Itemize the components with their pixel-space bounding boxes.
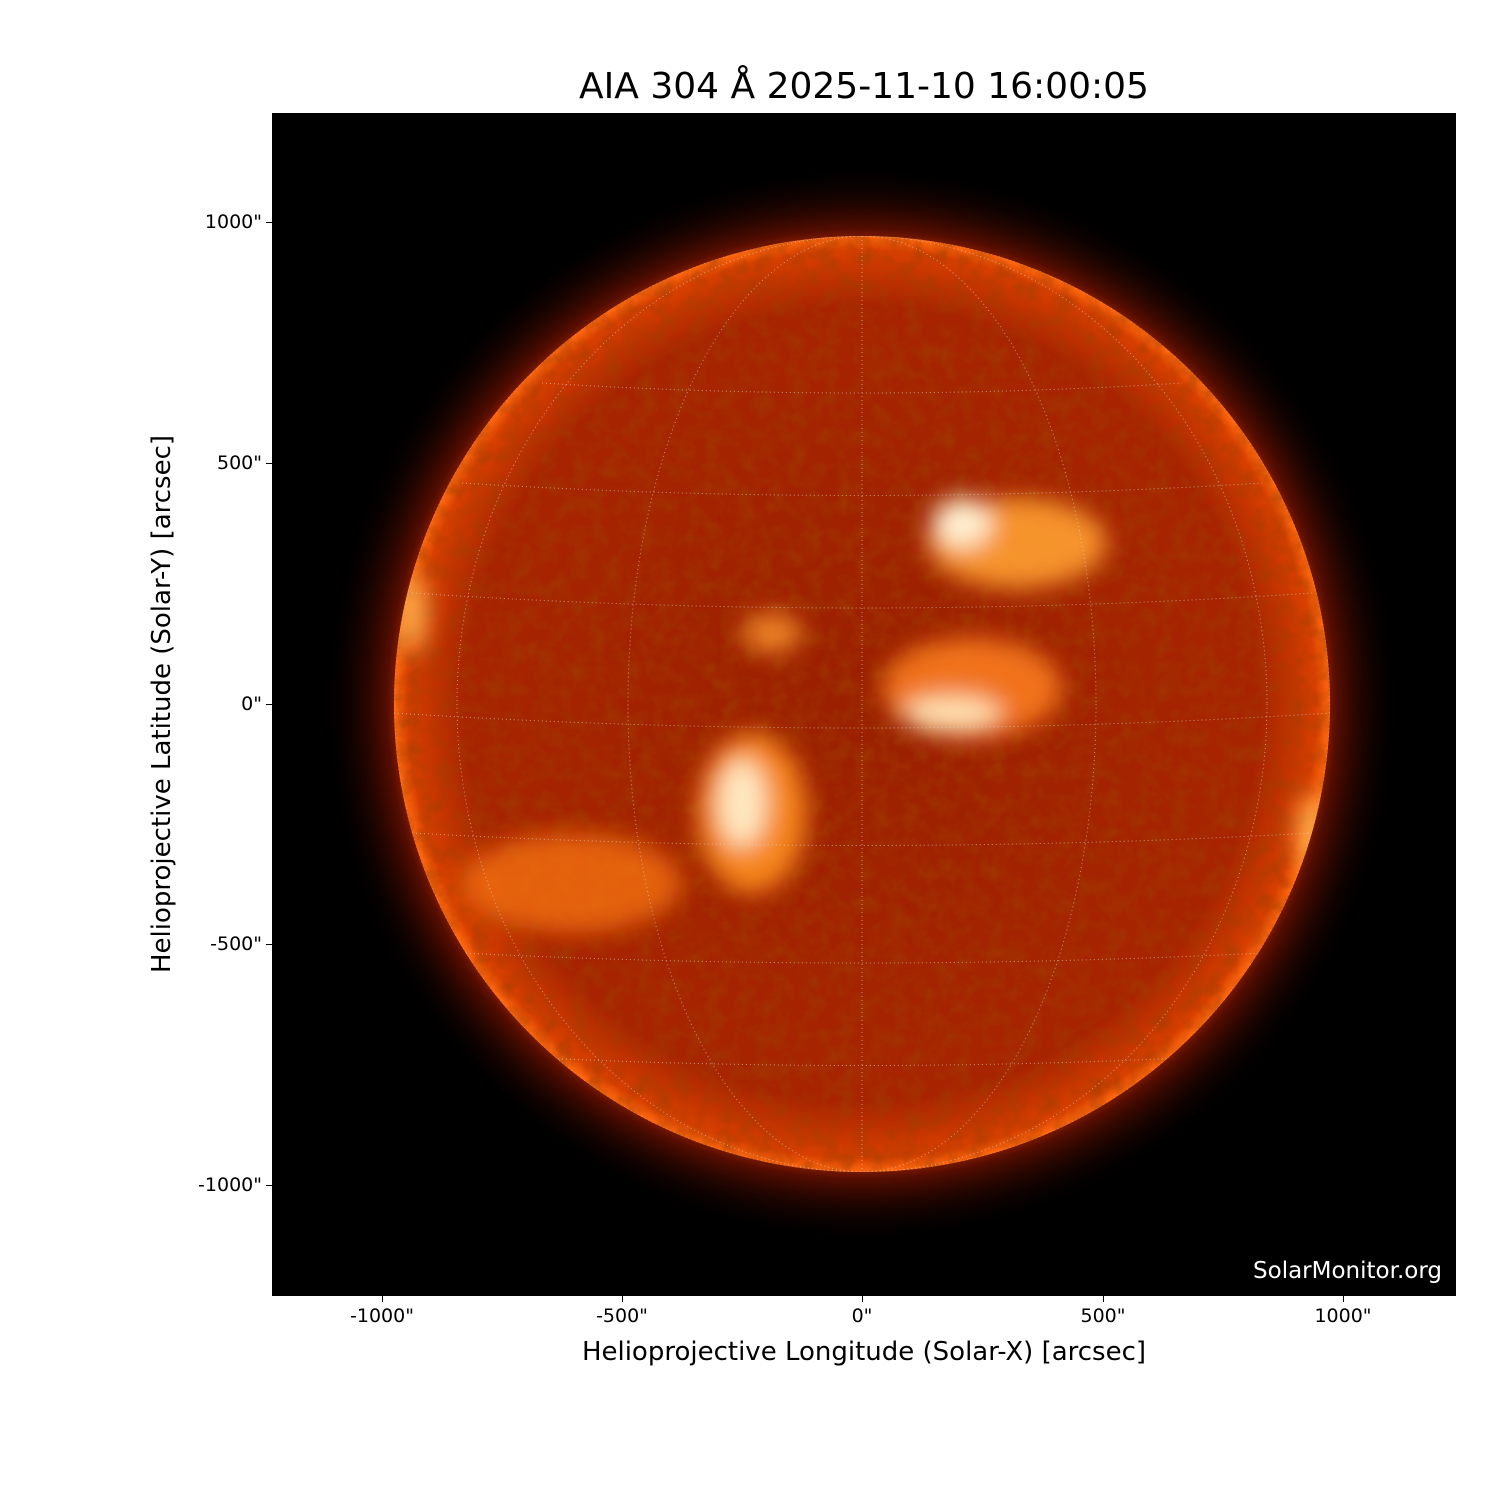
y-tick-label: -1000" bbox=[198, 1174, 262, 1196]
x-tick-label: 0" bbox=[851, 1305, 873, 1327]
x-tick-mark bbox=[382, 1296, 383, 1302]
solar-image: SolarMonitor.org bbox=[272, 113, 1456, 1296]
x-tick-mark bbox=[1103, 1296, 1104, 1302]
y-tick-label: 0" bbox=[241, 693, 262, 715]
y-tick-mark bbox=[266, 222, 272, 223]
y-tick-mark bbox=[266, 944, 272, 945]
x-tick-label: -500" bbox=[596, 1305, 648, 1327]
coordinate-grid bbox=[394, 236, 1330, 1172]
watermark: SolarMonitor.org bbox=[1253, 1258, 1442, 1284]
y-axis-label: Helioprojective Latitude (Solar-Y) [arcs… bbox=[147, 434, 177, 974]
y-tick-mark bbox=[266, 463, 272, 464]
x-axis-label: Helioprojective Longitude (Solar-X) [arc… bbox=[581, 1337, 1147, 1367]
active-regions bbox=[398, 498, 1326, 933]
y-tick-label: 1000" bbox=[204, 211, 262, 233]
y-tick-label: -500" bbox=[210, 933, 262, 955]
sun-disk-image bbox=[322, 164, 1402, 1244]
y-tick-mark bbox=[266, 704, 272, 705]
x-tick-mark bbox=[622, 1296, 623, 1302]
y-tick-mark bbox=[266, 1185, 272, 1186]
x-tick-label: -1000" bbox=[350, 1305, 414, 1327]
x-tick-mark bbox=[1343, 1296, 1344, 1302]
x-tick-mark bbox=[862, 1296, 863, 1302]
y-tick-label: 500" bbox=[216, 452, 262, 474]
plot-title: AIA 304 Å 2025-11-10 16:00:05 bbox=[579, 66, 1149, 107]
x-tick-label: 500" bbox=[1080, 1305, 1126, 1327]
x-tick-label: 1000" bbox=[1314, 1305, 1372, 1327]
